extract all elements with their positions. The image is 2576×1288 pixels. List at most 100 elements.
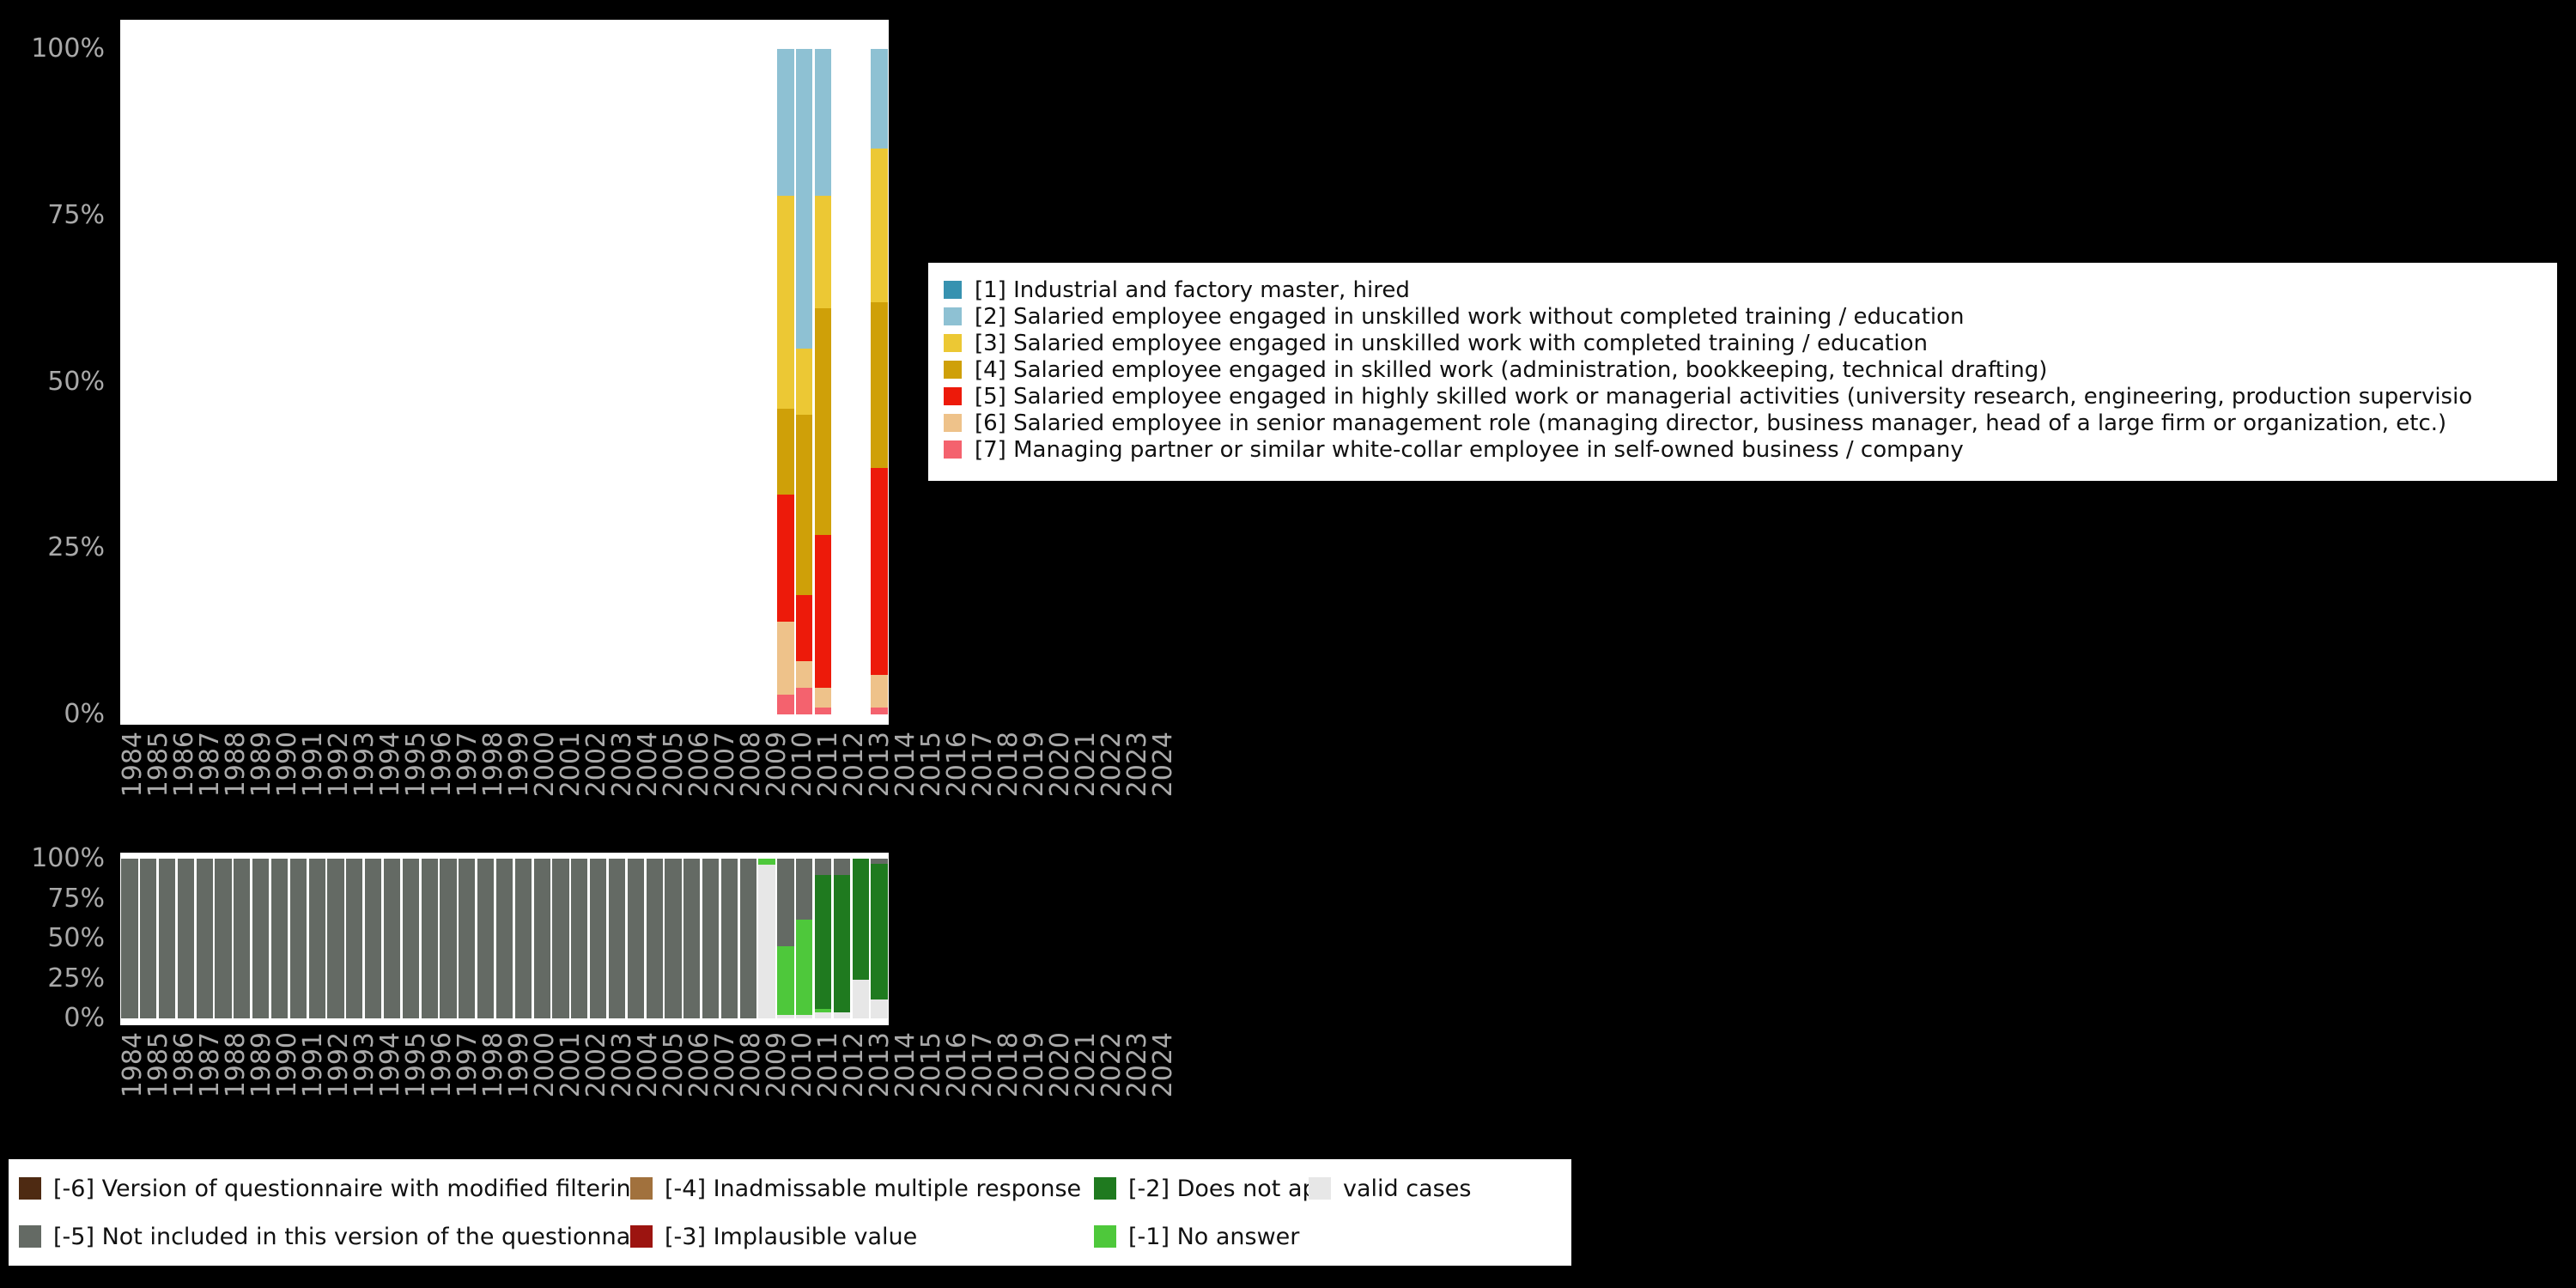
x-tick-label: 2021 <box>1071 732 1101 798</box>
stacked-bar <box>796 859 813 1018</box>
bar-slot <box>757 49 776 714</box>
x-tick-label: 2012 <box>839 732 869 798</box>
legend-item: [1] Industrial and factory master, hired <box>944 276 2557 303</box>
x-tick-label: 2013 <box>865 1032 895 1098</box>
stacked-bar <box>459 859 476 1018</box>
bar-segment <box>365 859 382 1018</box>
bar-slot <box>233 49 252 714</box>
x-tick: 2021 <box>1071 732 1101 839</box>
x-tick: 2014 <box>890 1032 920 1139</box>
bar-segment <box>158 859 176 1018</box>
bar-segment <box>421 859 438 1018</box>
x-tick: 2024 <box>1148 1032 1178 1139</box>
bar-segment <box>871 674 888 708</box>
stacked-bar <box>402 859 419 1018</box>
bar-segment <box>814 1008 832 1012</box>
x-tick: 2014 <box>890 732 920 839</box>
stacked-bar <box>158 859 176 1018</box>
bar-segment <box>196 859 213 1018</box>
x-tick-label: 2007 <box>710 1032 740 1098</box>
x-tick: 1986 <box>169 732 199 839</box>
bar-segment <box>777 495 794 622</box>
bar-slot <box>608 859 627 1018</box>
bar-slot <box>139 49 158 714</box>
bar-slot <box>139 859 158 1018</box>
x-tick: 1990 <box>272 1032 302 1139</box>
stacked-bar <box>365 859 382 1018</box>
x-tick: 2002 <box>581 1032 611 1139</box>
bar-slot <box>158 49 177 714</box>
x-tick: 1995 <box>401 732 431 839</box>
stacked-bar <box>495 859 513 1018</box>
x-tick-label: 1994 <box>375 1032 405 1098</box>
x-tick-label: 1997 <box>453 1032 483 1098</box>
stacked-bar <box>234 859 251 1018</box>
bar-slot <box>195 859 214 1018</box>
x-tick-label: 2013 <box>865 732 895 798</box>
bar-slot <box>477 859 495 1018</box>
stacked-bar <box>777 859 794 1018</box>
bar-segment <box>121 859 138 1018</box>
bar-slot <box>832 859 851 1018</box>
bar-slot <box>702 859 720 1018</box>
x-tick-label: 2019 <box>1019 1032 1049 1098</box>
bar-segment <box>852 980 869 1018</box>
x-tick-label: 1995 <box>401 732 431 798</box>
x-tick-label: 1984 <box>118 1032 148 1098</box>
x-tick-label: 2002 <box>581 732 611 798</box>
bar-segment <box>871 999 888 1018</box>
bar-slot <box>664 49 683 714</box>
x-tick: 1987 <box>195 1032 225 1139</box>
bar-segment <box>871 149 888 302</box>
main-chart-bars <box>120 49 889 714</box>
legend-label: [-1] No answer <box>1128 1223 1300 1250</box>
bar-slot <box>495 859 514 1018</box>
bar-slot <box>289 49 307 714</box>
legend-swatch <box>944 281 962 299</box>
bar-slot <box>345 49 364 714</box>
x-tick: 1989 <box>246 732 276 839</box>
x-tick-label: 2011 <box>813 1032 843 1098</box>
bar-segment <box>402 859 419 1018</box>
x-tick: 1984 <box>118 732 148 839</box>
stacked-bar <box>533 859 550 1018</box>
stacked-bar <box>683 859 701 1018</box>
x-tick: 1988 <box>221 732 251 839</box>
stacked-bar <box>252 859 270 1018</box>
bar-segment <box>215 859 232 1018</box>
bar-segment <box>796 859 813 920</box>
bar-segment <box>758 859 775 866</box>
stacked-bar <box>308 859 325 1018</box>
x-tick-label: 1988 <box>221 1032 251 1098</box>
stacked-bar <box>758 859 775 1018</box>
bar-segment <box>440 859 457 1018</box>
bar-segment <box>777 621 794 695</box>
stacked-bar <box>814 859 832 1018</box>
main-chart-x-axis: 1984 1985 1986 1987 1988 1989 1990 1991 1992 1993… <box>118 732 1178 839</box>
x-tick: 2019 <box>1019 1032 1049 1139</box>
x-tick-label: 2017 <box>968 1032 998 1098</box>
legend-label: [2] Salaried employee engaged in unskill… <box>975 303 1965 330</box>
x-tick: 2001 <box>556 732 586 839</box>
stacked-bar <box>665 859 682 1018</box>
bar-slot <box>532 49 551 714</box>
bar-slot <box>383 49 402 714</box>
bar-segment <box>796 661 813 688</box>
bar-slot <box>551 859 570 1018</box>
bar-slot <box>233 859 252 1018</box>
x-tick-label: 2008 <box>736 1032 766 1098</box>
x-tick-label: 1987 <box>195 1032 225 1098</box>
stacked-bar <box>852 859 869 1018</box>
bar-slot <box>664 859 683 1018</box>
bar-segment <box>777 859 794 947</box>
bar-slot <box>326 49 345 714</box>
x-tick: 2017 <box>968 732 998 839</box>
x-tick-label: 1996 <box>427 1032 457 1098</box>
stacked-bar <box>196 859 213 1018</box>
bar-slot <box>401 49 420 714</box>
legend-swatch <box>944 361 962 379</box>
x-tick-label: 2024 <box>1148 732 1178 798</box>
bar-slot <box>870 49 889 714</box>
bar-slot <box>252 49 270 714</box>
x-tick: 2020 <box>1045 1032 1075 1139</box>
